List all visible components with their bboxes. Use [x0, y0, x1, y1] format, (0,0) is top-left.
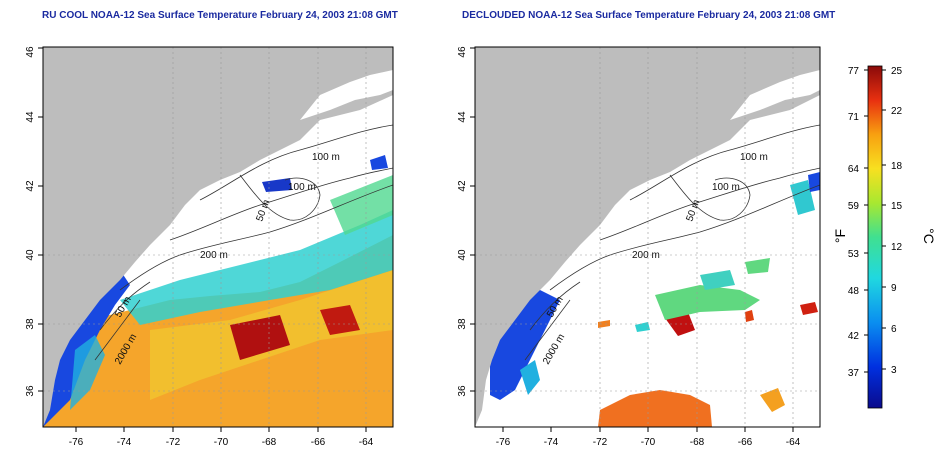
- left-y-axis: 36 38 40 42 44 46: [25, 46, 43, 397]
- right-map: [475, 47, 820, 427]
- colorbar-f-ticks: 77 71 64 59 53 48 42 37: [848, 66, 868, 379]
- contour-label: 100 m: [288, 182, 316, 193]
- lat-tick-label: 46: [25, 46, 36, 58]
- lon-tick-label: -72: [166, 437, 181, 448]
- left-map-grid: [43, 47, 393, 427]
- lat-tick-label: 42: [25, 180, 36, 192]
- lat-tick-label: 42: [457, 180, 468, 192]
- lon-tick-label: -66: [311, 437, 326, 448]
- left-x-axis: -76 -74 -72 -70 -68 -66 -64: [69, 427, 374, 448]
- lat-tick-label: 38: [25, 318, 36, 330]
- lon-tick-label: -76: [69, 437, 84, 448]
- colorbar-c-label: 18: [891, 161, 903, 172]
- lon-tick-label: -70: [641, 437, 656, 448]
- lon-tick-label: -74: [117, 437, 132, 448]
- colorbar-f-label: 71: [848, 112, 860, 123]
- left-map-frame: [42, 46, 394, 428]
- right-y-axis: 36 38 40 42 44 46: [457, 46, 475, 397]
- colorbar-c-label: 6: [891, 324, 897, 335]
- lon-tick-label: -76: [496, 437, 511, 448]
- lon-tick-label: -66: [738, 437, 753, 448]
- colorbar-c-label: 25: [891, 66, 903, 77]
- lon-tick-label: -68: [262, 437, 277, 448]
- colorbar-c-label: 22: [891, 106, 903, 117]
- lon-tick-label: -64: [359, 437, 374, 448]
- lat-tick-label: 40: [25, 249, 36, 261]
- lat-tick-label: 44: [25, 111, 36, 123]
- colorbar-f-unit: °F: [832, 229, 848, 243]
- right-map-title: DECLOUDED NOAA-12 Sea Surface Temperatur…: [462, 10, 836, 21]
- lat-tick-label: 38: [457, 318, 468, 330]
- lon-tick-label: -74: [544, 437, 559, 448]
- contour-label: 200 m: [200, 250, 228, 261]
- colorbar-c-label: 9: [891, 283, 897, 294]
- colorbar-f-label: 77: [848, 66, 860, 77]
- lat-tick-label: 40: [457, 249, 468, 261]
- contour-label: 100 m: [312, 152, 340, 163]
- left-map: [43, 47, 393, 427]
- colorbar-f-label: 42: [848, 331, 860, 342]
- lon-tick-label: -68: [690, 437, 705, 448]
- contour-label: 100 m: [740, 152, 768, 163]
- colorbar-f-label: 59: [848, 201, 860, 212]
- colorbar-f-label: 64: [848, 164, 860, 175]
- colorbar-c-label: 12: [891, 242, 903, 253]
- lon-tick-label: -70: [214, 437, 229, 448]
- lat-tick-label: 44: [457, 111, 468, 123]
- right-x-axis: -76 -74 -72 -70 -68 -66 -64: [496, 427, 801, 448]
- lat-tick-label: 46: [457, 46, 468, 58]
- contour-label: 100 m: [712, 182, 740, 193]
- colorbar-f-label: 37: [848, 368, 860, 379]
- colorbar-c-label: 3: [891, 365, 897, 376]
- lat-tick-label: 36: [25, 385, 36, 397]
- lon-tick-label: -72: [593, 437, 608, 448]
- colorbar-gradient: [867, 65, 883, 409]
- left-map-title: RU COOL NOAA-12 Sea Surface Temperature …: [42, 10, 398, 21]
- lat-tick-label: 36: [457, 385, 468, 397]
- colorbar-f-label: 48: [848, 286, 860, 297]
- colorbar-c-label: 15: [891, 201, 903, 212]
- right-map-grid: [475, 47, 820, 427]
- contour-label: 200 m: [632, 250, 660, 261]
- colorbar-c-unit: °C: [921, 228, 937, 244]
- colorbar-f-label: 53: [848, 249, 860, 260]
- colorbar: 77 71 64 59 53 48 42 37 25 22 18 15 12 9…: [832, 65, 937, 409]
- lon-tick-label: -64: [786, 437, 801, 448]
- colorbar-c-ticks: 25 22 18 15 12 9 6 3: [882, 66, 903, 376]
